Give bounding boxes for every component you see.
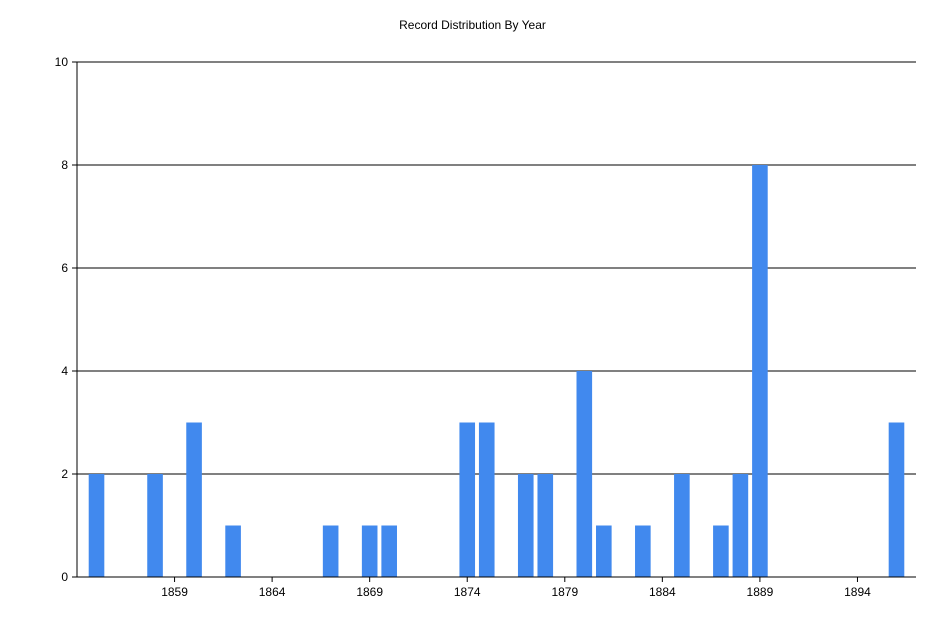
- bar: [732, 474, 749, 577]
- x-tick-label: 1859: [161, 585, 188, 599]
- bars: [88, 165, 905, 577]
- bar: [459, 422, 476, 577]
- bar: [186, 422, 202, 577]
- bar: [752, 165, 768, 577]
- bar: [225, 525, 241, 577]
- x-tick-label: 1879: [551, 585, 578, 599]
- bar: [596, 525, 612, 577]
- y-tick-label: 6: [61, 261, 68, 275]
- bar: [635, 525, 651, 577]
- bar: [147, 474, 163, 577]
- bar: [674, 474, 690, 577]
- bar: [381, 525, 397, 577]
- y-tick-label: 8: [61, 158, 68, 172]
- y-tick-label: 0: [61, 570, 68, 584]
- bar: [322, 525, 339, 577]
- bar: [537, 474, 554, 577]
- bar: [713, 525, 729, 577]
- bar: [361, 525, 378, 577]
- axes: [72, 61, 916, 582]
- chart-title: Record Distribution By Year: [399, 18, 546, 32]
- x-tick-label: 1894: [844, 585, 871, 599]
- bar: [888, 422, 905, 577]
- x-tick-label: 1864: [259, 585, 286, 599]
- y-tick-label: 10: [55, 55, 69, 69]
- x-tick-label: 1869: [356, 585, 383, 599]
- bar: [478, 422, 495, 577]
- bar: [576, 371, 593, 577]
- x-tick-label: 1874: [454, 585, 481, 599]
- y-tick-label: 4: [61, 364, 68, 378]
- x-tick-label: 1884: [649, 585, 676, 599]
- tick-labels: 0 2 4 6 8 10 1859 1864 1869 1874 1879 1884 1889 1894: [55, 55, 871, 599]
- grid-lines: [77, 61, 916, 475]
- bar: [517, 474, 534, 577]
- x-tick-label: 1889: [747, 585, 774, 599]
- y-tick-label: 2: [61, 467, 68, 481]
- bar: [88, 474, 105, 577]
